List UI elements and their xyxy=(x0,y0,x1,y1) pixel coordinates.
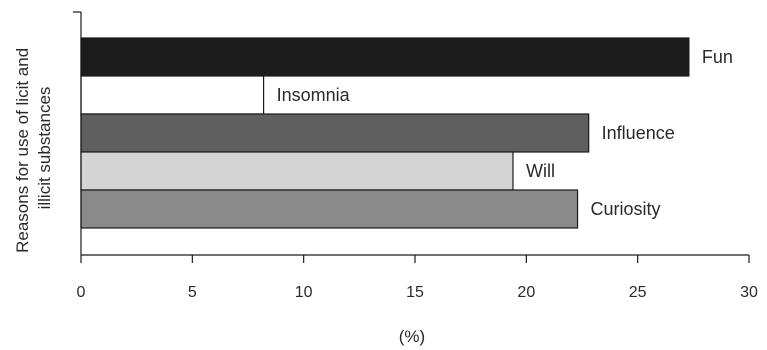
x-tick-label-0: 0 xyxy=(77,284,86,301)
y-axis-title-line-2: illicit substances xyxy=(35,87,54,210)
bar-influence xyxy=(80,113,590,153)
bar-label-influence: Influence xyxy=(602,123,675,143)
x-tick-label-20: 20 xyxy=(517,284,535,301)
x-axis-title: (%) xyxy=(399,327,425,346)
bars-group xyxy=(80,37,690,229)
bar-label-fun: Fun xyxy=(702,47,733,67)
bar-insomnia xyxy=(80,75,265,115)
x-tick-label-30: 30 xyxy=(740,284,758,301)
bar-labels-group: Fun Insomnia Influence Will Curiosity xyxy=(277,47,733,219)
bar-label-will: Will xyxy=(526,161,555,181)
bar-will xyxy=(80,151,514,191)
x-tick-label-5: 5 xyxy=(188,284,197,301)
x-ticks-group: 0 5 10 15 20 25 30 xyxy=(73,11,758,301)
x-tick-label-10: 10 xyxy=(295,284,313,301)
x-tick-label-15: 15 xyxy=(406,284,424,301)
bar-label-insomnia: Insomnia xyxy=(277,85,351,105)
y-axis-title: Reasons for use of licit and illicit sub… xyxy=(13,43,54,253)
x-tick-label-25: 25 xyxy=(629,284,647,301)
bar-curiosity xyxy=(80,189,579,229)
bar-fun xyxy=(80,37,690,77)
y-axis-title-line-1: Reasons for use of licit and xyxy=(13,48,32,253)
bar-label-curiosity: Curiosity xyxy=(591,199,661,219)
